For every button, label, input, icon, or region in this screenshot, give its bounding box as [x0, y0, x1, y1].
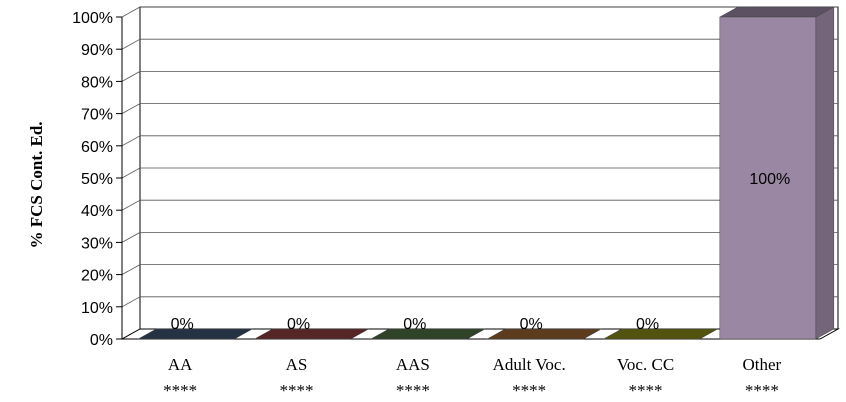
- bar-side: [815, 6, 835, 340]
- x-category-label: Adult Voc.: [493, 355, 566, 374]
- bar-adult-voc: [486, 328, 603, 340]
- bar-aas: [369, 328, 486, 340]
- gridline-side: [121, 167, 141, 179]
- bar-top: [253, 328, 370, 340]
- x-category-label: AS: [286, 355, 308, 374]
- y-tick-label: 40%: [81, 203, 113, 220]
- bar-top: [602, 328, 719, 340]
- y-tick-labels: 0% 10% 20% 30% 40% 50% 60% 70% 80% 90% 100%: [72, 10, 113, 349]
- x-sub-label: ****: [512, 381, 546, 400]
- bar-top: [718, 6, 835, 18]
- y-tick-label: 70%: [81, 107, 113, 124]
- data-label: 0%: [636, 316, 659, 333]
- gridline-side: [121, 38, 141, 50]
- gridline-side: [121, 135, 141, 147]
- gridline-side: [121, 264, 141, 275]
- bar-front: [719, 16, 817, 340]
- bar-as: [253, 328, 370, 340]
- gridline-side: [121, 199, 141, 211]
- data-label: 0%: [171, 316, 194, 333]
- y-tick-label: 10%: [81, 300, 113, 317]
- x-category-label: Voc. CC: [617, 355, 674, 374]
- data-label: 0%: [287, 316, 310, 333]
- x-sub-label: ****: [745, 381, 779, 400]
- bar-top: [486, 328, 603, 340]
- y-tick-label: 80%: [81, 74, 113, 91]
- x-category-label: Other: [742, 355, 781, 374]
- y-tick-label: 50%: [81, 171, 113, 188]
- y-tick-label: 60%: [81, 139, 113, 156]
- y-tick-label: 20%: [81, 268, 113, 285]
- x-category-label: AAS: [396, 355, 430, 374]
- y-tick-label: 0%: [90, 332, 113, 349]
- gridline-side: [121, 6, 141, 18]
- y-axis-label: % FCS Cont. Ed.: [27, 121, 46, 248]
- gridline-side: [121, 232, 141, 243]
- y-tick-label: 90%: [81, 42, 113, 59]
- bar-voc-cc: [602, 328, 719, 340]
- bar-top: [137, 328, 254, 340]
- x-sub-label: ****: [396, 381, 430, 400]
- y-tick-label: 100%: [72, 10, 113, 27]
- bar-top: [369, 328, 486, 340]
- data-label: 0%: [520, 316, 543, 333]
- data-label: 0%: [403, 316, 426, 333]
- x-sub-label: ****: [629, 381, 663, 400]
- x-category-labels: AA **** AS **** AAS **** Adult Voc. **** Voc. CC…: [163, 355, 781, 400]
- gridline-side: [121, 71, 141, 82]
- gridline-side: [121, 296, 141, 308]
- gridline-side: [121, 103, 141, 114]
- data-label: 100%: [749, 171, 790, 188]
- bar-other: [718, 6, 835, 340]
- x-sub-label: ****: [280, 381, 314, 400]
- x-sub-label: ****: [163, 381, 197, 400]
- data-labels: 0% 0% 0% 0% 0% 100%: [171, 171, 791, 333]
- bar-aa: [137, 328, 254, 340]
- x-category-label: AA: [168, 355, 193, 374]
- bars: [137, 6, 835, 340]
- y-tick-label: 30%: [81, 235, 113, 252]
